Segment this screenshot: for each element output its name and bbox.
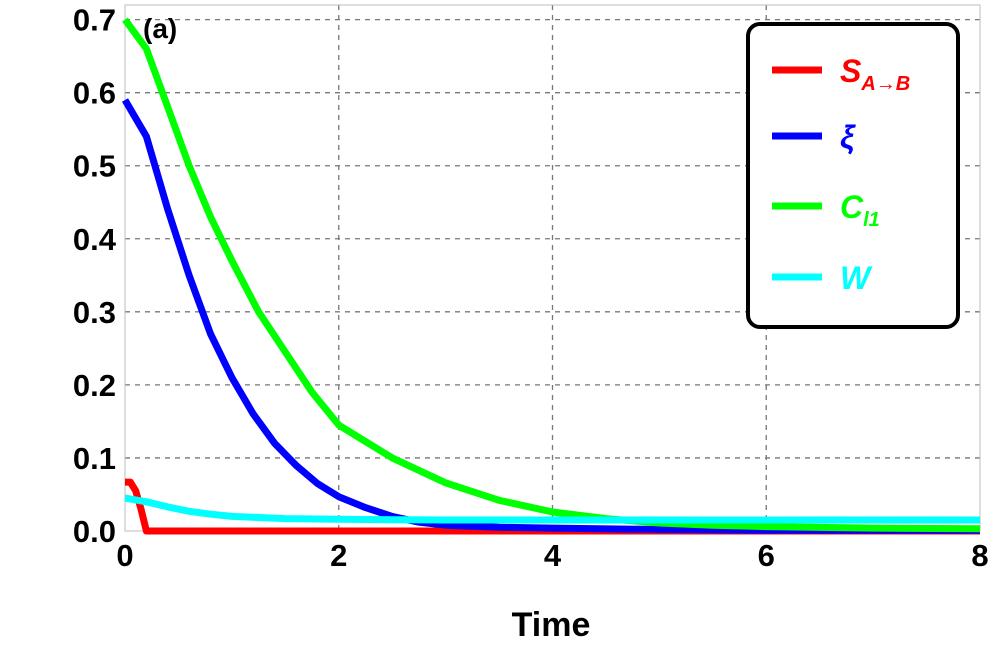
legend-label-subscript: A→B: [860, 73, 910, 95]
legend-label-main: C: [840, 189, 864, 225]
x-tick-label: 0: [116, 538, 133, 573]
series-line-2: [122, 17, 981, 533]
y-tick-label: 0.7: [73, 3, 116, 38]
series-lines: [121, 17, 981, 535]
legend-label: W: [840, 260, 873, 296]
y-tick-label: 0.0: [73, 514, 116, 549]
y-tick-label: 0.3: [73, 295, 116, 330]
tick-labels: 0 2 4 6 8 0.0 0.1 0.2 0.3 0.4 0.5 0.6 0.7: [73, 3, 989, 573]
x-tick-label: 4: [544, 538, 562, 573]
series-line-1: [121, 98, 980, 534]
legend-label-main: W: [840, 260, 873, 296]
x-tick-label: 2: [330, 538, 347, 573]
legend-label-subscript: l1: [863, 209, 880, 231]
y-tick-label: 0.6: [73, 76, 116, 111]
x-tick-label: 6: [758, 538, 775, 573]
legend-label-main: S: [840, 53, 862, 89]
legend-label: ξ: [840, 119, 856, 155]
series-line-3: [124, 494, 980, 524]
x-axis-title: Time: [512, 606, 591, 644]
legend-box: [746, 22, 960, 329]
legend-label: Cl1: [840, 189, 880, 231]
y-tick-label: 0.5: [73, 149, 116, 184]
legend-label-main: ξ: [840, 119, 856, 155]
y-tick-label: 0.2: [73, 368, 116, 403]
legend-label: SA→B: [840, 53, 910, 95]
y-tick-label: 0.4: [73, 222, 117, 257]
x-tick-label: 8: [971, 538, 988, 573]
panel-label: (a): [143, 13, 177, 44]
y-tick-label: 0.1: [73, 441, 116, 476]
